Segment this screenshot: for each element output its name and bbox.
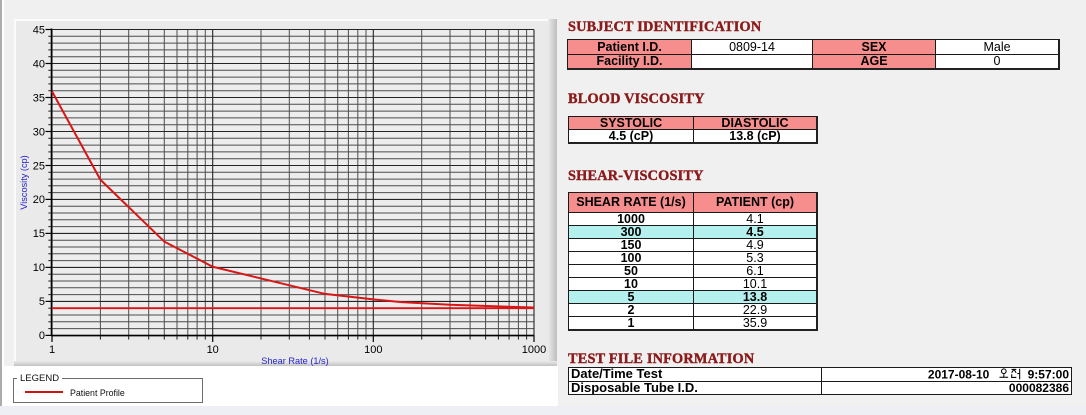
svg-text:45: 45 [33, 24, 45, 36]
svg-text:1: 1 [49, 344, 55, 356]
svg-text:30: 30 [33, 126, 45, 138]
svg-text:Shear Rate (1/s): Shear Rate (1/s) [261, 356, 328, 366]
svg-text:15: 15 [33, 228, 45, 240]
svg-text:35: 35 [33, 92, 45, 104]
svg-text:20: 20 [33, 194, 45, 206]
svg-text:100: 100 [364, 344, 382, 356]
svg-text:40: 40 [33, 58, 45, 70]
svg-text:Viscosity (cp): Viscosity (cp) [19, 155, 29, 209]
svg-text:1000: 1000 [522, 344, 546, 356]
svg-text:5: 5 [39, 296, 45, 308]
svg-text:10: 10 [33, 262, 45, 274]
svg-text:10: 10 [207, 344, 219, 356]
svg-text:25: 25 [33, 160, 45, 172]
svg-text:0: 0 [39, 330, 45, 342]
